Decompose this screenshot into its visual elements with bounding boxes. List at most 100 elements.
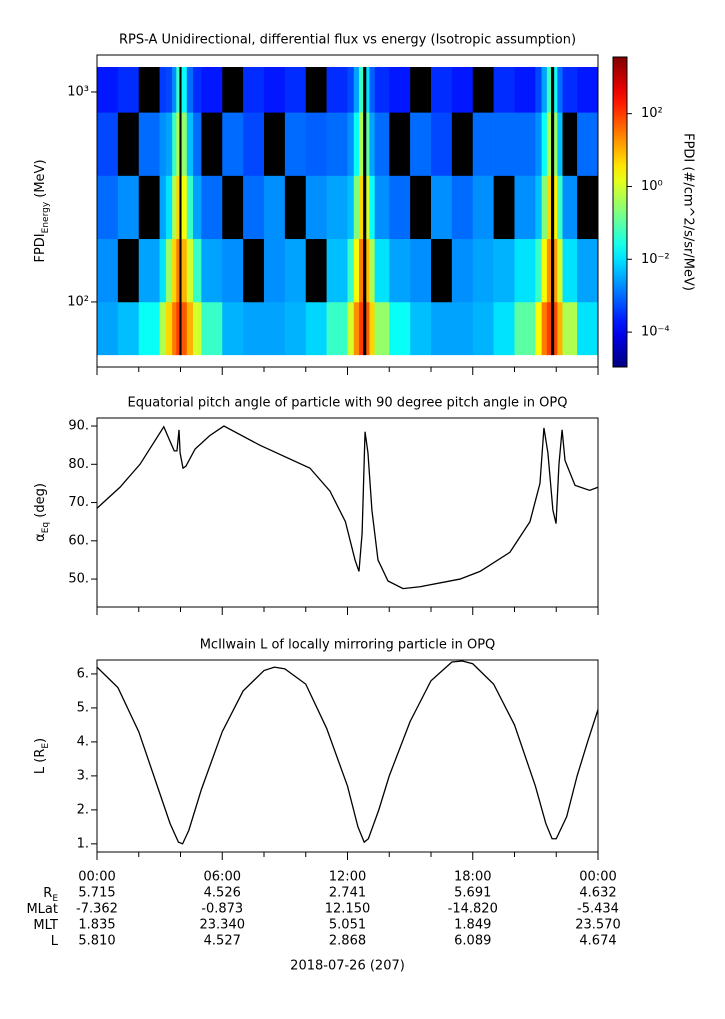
ephemeris-value: 6.089 <box>454 934 491 949</box>
heatmap-cell <box>326 175 348 240</box>
heatmap-cell <box>389 238 411 303</box>
heatmap-cell <box>535 175 542 240</box>
ephemeris-value: 2.741 <box>329 886 366 901</box>
heatmap-cell <box>186 175 194 240</box>
ephemeris-value: -14.820 <box>448 902 498 917</box>
ephemeris-value: 2.868 <box>329 934 366 949</box>
heatmap-cell <box>159 238 167 303</box>
y-tick-label: 5. <box>77 700 89 715</box>
heatmap-cell <box>557 175 563 240</box>
heatmap-cell <box>97 112 119 176</box>
heatmap-cell <box>358 301 364 356</box>
y-tick-label: 60. <box>68 533 89 548</box>
y-tick-label: 70. <box>68 495 89 510</box>
heatmap-cell <box>264 67 286 113</box>
colorbar <box>612 56 628 368</box>
heatmap-cell <box>431 67 453 113</box>
heatmap-cell <box>347 112 355 176</box>
y-tick-label: 10³ <box>67 84 89 99</box>
y-axis-label: αEq (deg) <box>33 483 51 542</box>
heatmap-cell <box>577 301 599 356</box>
heatmap-cell <box>535 238 542 303</box>
heatmap-cell <box>431 238 453 303</box>
heatmap-cell <box>172 301 177 356</box>
label-part: E <box>52 894 58 904</box>
heatmap-cell <box>514 175 536 240</box>
line <box>96 660 599 845</box>
heatmap-cell <box>347 238 355 303</box>
heatmap-cell <box>264 238 286 303</box>
heatmap-cell <box>201 67 223 113</box>
heatmap-cell <box>138 112 160 176</box>
heatmap-cell <box>243 238 265 303</box>
heatmap-cell <box>326 67 348 113</box>
heatmap-cell <box>305 112 327 176</box>
heatmap-cell <box>369 67 375 113</box>
y-tick-label: 80. <box>68 457 89 472</box>
heatmap-cell <box>159 67 167 113</box>
ephemeris-value: 4.674 <box>579 934 616 949</box>
heatmap-cell <box>186 301 194 356</box>
panel-frame <box>96 659 599 853</box>
ephemeris-value: 23.340 <box>200 918 246 933</box>
heatmap-cell <box>363 67 367 113</box>
heatmap-cell <box>181 112 188 176</box>
heatmap-cell <box>541 112 548 176</box>
heatmap-cell <box>159 301 167 356</box>
heatmap-cell <box>577 112 599 176</box>
heatmap-cell <box>493 67 515 113</box>
heatmap-cell <box>451 175 474 240</box>
heatmap-cell <box>138 301 160 356</box>
heatmap-cell <box>374 301 390 356</box>
label-part: α <box>33 533 48 542</box>
heatmap-cell <box>554 238 558 303</box>
heatmap-cell <box>284 175 307 240</box>
heatmap-cell <box>326 112 348 176</box>
label-part: L (R <box>33 749 48 774</box>
heatmap-cell <box>222 112 244 176</box>
heatmap-cell <box>472 112 494 176</box>
heatmap-cell <box>243 67 265 113</box>
heatmap-cell <box>193 67 202 113</box>
heatmap-cell <box>493 301 515 356</box>
heatmap-cell <box>554 67 558 113</box>
heatmap-cell <box>551 67 555 113</box>
colorbar-tick-label: 10² <box>641 106 663 121</box>
colorbar-label: FPDI (#/cm^2/s/sr/MeV) <box>681 133 696 291</box>
heatmap-cell <box>562 175 578 240</box>
heatmap-cell <box>541 238 548 303</box>
label-part: MLat <box>26 902 58 917</box>
ephemeris-value: -5.434 <box>577 902 619 917</box>
heatmap-cell <box>369 238 375 303</box>
label-part: (MeV) <box>33 159 48 201</box>
heatmap-cell <box>176 112 180 176</box>
heatmap-cell <box>369 112 375 176</box>
heatmap-cell <box>284 301 307 356</box>
x-tick-label: 06:00 <box>204 870 241 885</box>
heatmap-cell <box>546 112 552 176</box>
label-part: MLT <box>33 918 58 933</box>
heatmap-cell <box>243 175 265 240</box>
label-part: Energy <box>41 201 51 233</box>
ephemeris-value: 12.150 <box>325 902 371 917</box>
heatmap-cell <box>138 67 160 113</box>
heatmap-cell <box>410 238 432 303</box>
heatmap-cell <box>389 301 411 356</box>
heatmap-cell <box>165 301 173 356</box>
heatmap-cell <box>514 238 536 303</box>
heatmap-cell <box>284 238 307 303</box>
heatmap-cell <box>353 301 360 356</box>
colorbar-tick-label: 10⁰ <box>641 179 663 194</box>
heatmap-cell <box>181 301 188 356</box>
heatmap-cell <box>551 301 555 356</box>
heatmap-cell <box>358 238 364 303</box>
heatmap-cell <box>546 238 552 303</box>
heatmap-cell <box>179 175 182 240</box>
heatmap-cell <box>179 301 182 356</box>
ephemeris-value: 5.691 <box>454 886 491 901</box>
y-tick-label: 3. <box>77 768 89 783</box>
heatmap-cell <box>353 67 360 113</box>
x-tick-label: 00:00 <box>78 870 115 885</box>
heatmap-cell <box>353 175 360 240</box>
